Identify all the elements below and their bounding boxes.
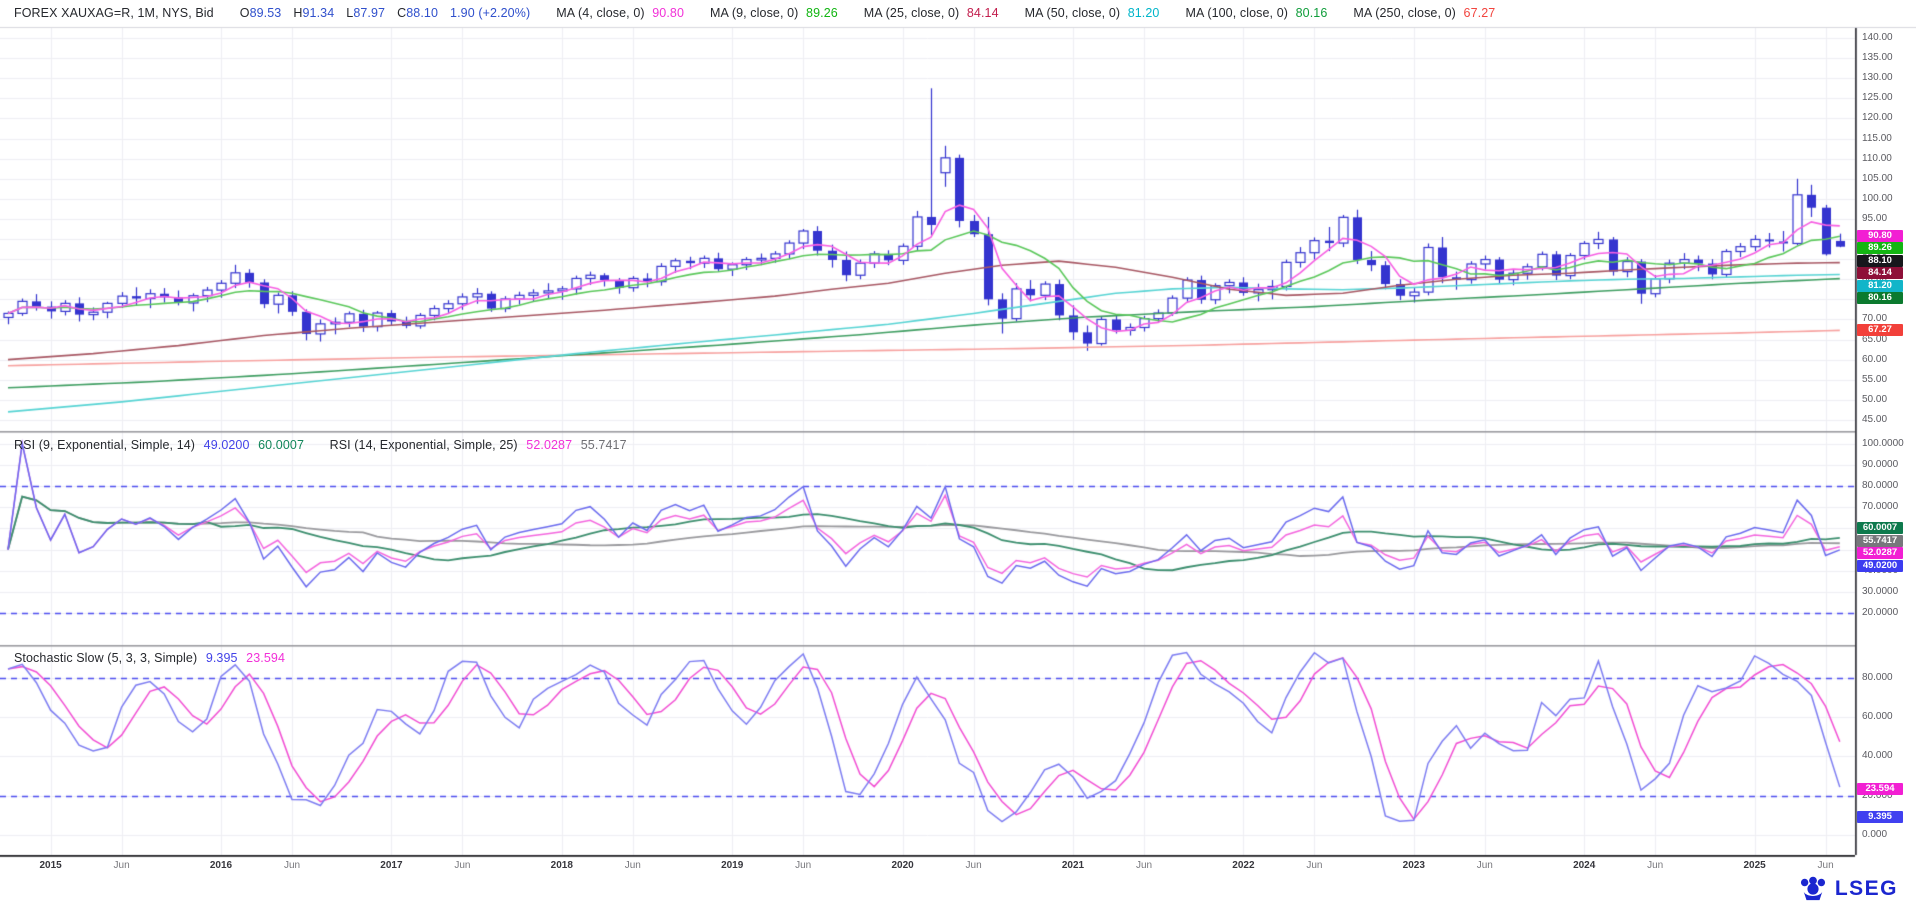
ma-legend-item[interactable]: MA (50, close, 0) 81.20	[1024, 6, 1160, 20]
lseg-logo: LSEG	[1798, 876, 1898, 902]
rsi9-label: RSI (9, Exponential, Simple, 14)	[14, 438, 196, 452]
change-value: 1.90 (+2.20%)	[450, 6, 531, 20]
rsi-legend[interactable]: RSI (9, Exponential, Simple, 14) 49.0200…	[14, 438, 627, 452]
ma-legend-items: MA (4, close, 0) 90.80 MA (9, close, 0) 8…	[556, 6, 1521, 20]
ohlc-h: H91.34	[293, 6, 335, 20]
stoch-d-value: 23.594	[246, 651, 286, 665]
ma-legend-item[interactable]: MA (100, close, 0) 80.16	[1185, 6, 1328, 20]
rsi14-ma-value: 55.7417	[580, 438, 627, 452]
ohlc-c: C88.10	[397, 6, 439, 20]
stoch-legend[interactable]: Stochastic Slow (5, 3, 3, Simple) 9.395 …	[14, 651, 285, 665]
lseg-wordmark: LSEG	[1834, 877, 1898, 900]
ma-legend-item[interactable]: MA (250, close, 0) 67.27	[1353, 6, 1496, 20]
lseg-crest-icon	[1800, 876, 1825, 901]
ma-legend-item[interactable]: MA (4, close, 0) 90.80	[556, 6, 684, 20]
stoch-k-value: 9.395	[205, 651, 238, 665]
ma-legend-item[interactable]: MA (25, close, 0) 84.14	[863, 6, 999, 20]
ohlc-o: O89.53	[239, 6, 282, 20]
ohlc-quote: O89.53 H91.34 L87.97 C88.10	[240, 6, 450, 20]
instrument-title: FOREX XAUXAG=R, 1M, NYS, Bid	[14, 6, 214, 20]
rsi14-value: 52.0287	[526, 438, 573, 452]
rsi9-value: 49.0200	[203, 438, 250, 452]
rsi9-ma-value: 60.0007	[258, 438, 304, 452]
ohlc-l: L87.97	[346, 6, 386, 20]
main-chart-legend[interactable]: FOREX XAUXAG=R, 1M, NYS, Bid O89.53 H91.34…	[14, 6, 1521, 20]
ma-legend-item[interactable]: MA (9, close, 0) 89.26	[710, 6, 838, 20]
stoch-label: Stochastic Slow (5, 3, 3, Simple)	[14, 651, 198, 665]
rsi14-label: RSI (14, Exponential, Simple, 25)	[329, 438, 518, 452]
